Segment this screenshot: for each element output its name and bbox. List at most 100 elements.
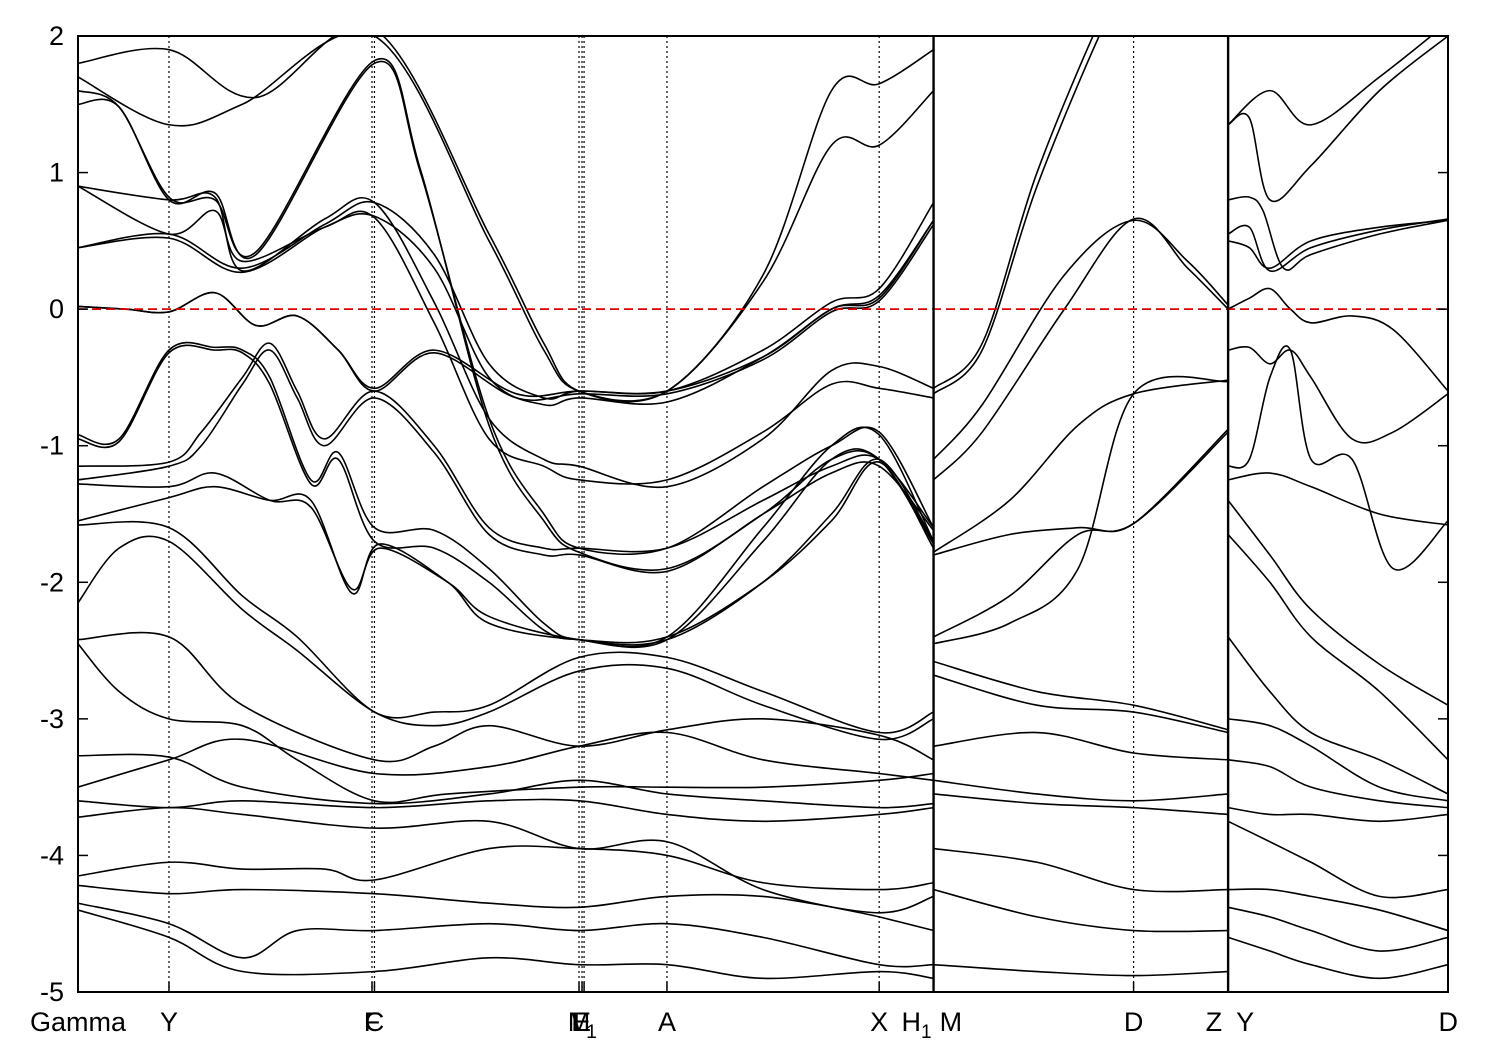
band-line	[933, 375, 1229, 645]
band-line	[78, 535, 934, 741]
kpoint-label-text: X	[870, 1007, 888, 1037]
band-line	[933, 36, 1094, 389]
kpoint-label-text: E	[573, 1007, 591, 1037]
band-line	[78, 200, 934, 400]
band-line	[1228, 36, 1433, 126]
kpoint-label: Z	[1206, 1007, 1223, 1037]
y-tick-label: -5	[40, 977, 64, 1007]
y-tick-label: -3	[40, 704, 64, 734]
kpoint-label: D	[1124, 1007, 1144, 1037]
band-line	[933, 793, 1229, 816]
band-line	[78, 753, 934, 809]
kpoint-label: M	[568, 1007, 591, 1037]
band-line	[78, 798, 934, 823]
plot-border	[77, 35, 1449, 993]
kpoint-label-text: Y	[160, 1007, 178, 1037]
band-line	[933, 731, 1229, 761]
kpoint-label-text: D	[1124, 1007, 1144, 1037]
band-line	[78, 461, 934, 644]
kpoint-label: Y	[1236, 1007, 1254, 1037]
kpoint-label-text: F	[364, 1007, 381, 1037]
band-line	[1228, 888, 1448, 932]
band-line	[78, 520, 934, 734]
kpoint-label-text: Z	[1206, 1007, 1223, 1037]
kpoint-label: Gamma	[30, 1007, 127, 1037]
band-line	[1228, 636, 1448, 795]
band-line	[933, 219, 1229, 460]
kpoint-label-text: D	[1439, 1007, 1459, 1037]
band-line	[1228, 36, 1448, 203]
band-line	[933, 963, 1229, 977]
band-line	[78, 909, 934, 980]
band-line	[1228, 195, 1448, 271]
band-line	[1228, 906, 1448, 952]
band-line	[1228, 759, 1448, 809]
band-line	[933, 217, 1229, 481]
band-line	[78, 341, 934, 648]
kpoint-label: H1	[901, 1007, 931, 1043]
kpoint-label-text: M	[568, 1007, 591, 1037]
band-line	[78, 344, 934, 648]
kpoint-label-text: Gamma	[30, 1007, 127, 1037]
band-line	[933, 779, 1229, 802]
band-line	[78, 884, 934, 914]
band-line	[933, 888, 1229, 933]
kpoint-label-subscript: 1	[921, 1022, 932, 1043]
band-line	[78, 36, 934, 402]
band-line	[1228, 472, 1448, 526]
band-line	[78, 643, 934, 804]
band-line	[78, 342, 934, 553]
kpoint-label: A	[658, 1007, 676, 1037]
band-line	[78, 185, 934, 485]
band-line	[78, 631, 934, 763]
y-tick-label: -4	[40, 840, 64, 870]
kpoint-label-text: L	[571, 1007, 586, 1037]
kpoint-label-text: M	[940, 1007, 963, 1037]
kpoint-label: C	[365, 1007, 385, 1037]
band-line	[933, 660, 1229, 731]
band-line	[933, 431, 1229, 556]
kpoint-label-text: C	[365, 1007, 385, 1037]
band-line	[1228, 936, 1448, 980]
plot-frame	[77, 35, 1449, 993]
band-line	[78, 57, 934, 571]
kpoint-label: L1	[571, 1007, 597, 1043]
band-line	[1228, 806, 1448, 823]
band-line	[933, 428, 1229, 638]
band-line	[78, 36, 934, 403]
kpoint-label-subscript: 1	[586, 1022, 597, 1043]
band-line	[1228, 218, 1448, 272]
band-line	[933, 674, 1229, 734]
kpoint-label: F	[364, 1007, 381, 1037]
y-tick-label: 1	[49, 158, 64, 188]
y-tick-label: 2	[49, 21, 64, 51]
kpoint-label: Y	[160, 1007, 178, 1037]
kpoint-label: E	[573, 1007, 591, 1037]
band-line	[78, 224, 934, 402]
band-line	[1228, 499, 1448, 706]
kpoint-label: D	[1439, 1007, 1459, 1037]
band-line	[1228, 345, 1448, 571]
kpoint-label-text: Y	[1236, 1007, 1254, 1037]
band-line	[1228, 718, 1448, 802]
y-tick-label: -2	[40, 567, 64, 597]
band-line	[933, 379, 1229, 553]
band-line	[1228, 345, 1448, 444]
band-line	[1228, 820, 1448, 899]
band-line	[933, 36, 1101, 395]
band-line	[78, 731, 934, 788]
band-line	[78, 458, 934, 646]
band-lines	[78, 36, 1448, 980]
band-line	[1228, 533, 1448, 761]
y-axis-ticks: 2 1 0 -1 -2 -3 -4 -5	[40, 21, 1448, 1007]
kpoint-label-text: A	[658, 1007, 676, 1037]
kpoint-label-text: H	[901, 1007, 921, 1037]
band-line	[1228, 287, 1448, 392]
band-line	[78, 902, 934, 968]
band-line	[78, 845, 934, 891]
band-line	[1228, 219, 1448, 269]
band-line	[78, 806, 934, 932]
y-tick-label: -1	[40, 431, 64, 461]
